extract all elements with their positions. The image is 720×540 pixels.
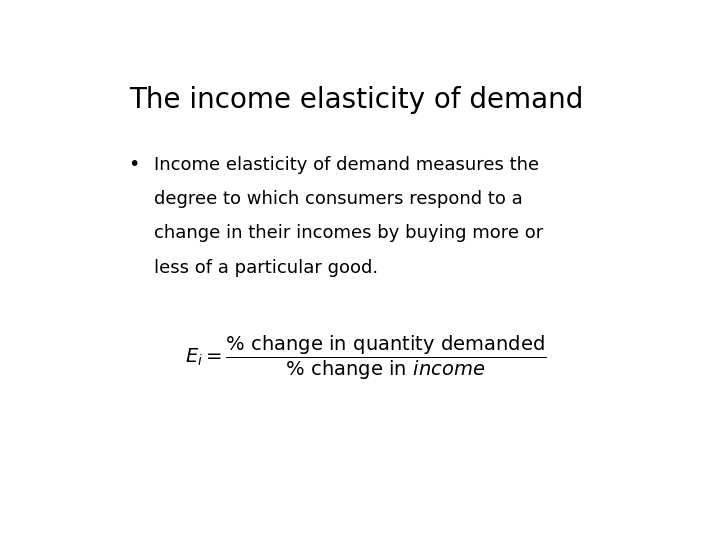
Text: •: •	[128, 156, 139, 174]
Text: Income elasticity of demand measures the: Income elasticity of demand measures the	[154, 156, 539, 174]
Text: $E_i = \dfrac{\%\ \mathrm{change\ in\ quantity\ demanded}}{\%\ \mathrm{change\ i: $E_i = \dfrac{\%\ \mathrm{change\ in\ qu…	[185, 334, 546, 382]
Text: less of a particular good.: less of a particular good.	[154, 259, 378, 276]
Text: The income elasticity of demand: The income elasticity of demand	[129, 85, 583, 113]
Text: change in their incomes by buying more or: change in their incomes by buying more o…	[154, 225, 544, 242]
Text: degree to which consumers respond to a: degree to which consumers respond to a	[154, 191, 523, 208]
